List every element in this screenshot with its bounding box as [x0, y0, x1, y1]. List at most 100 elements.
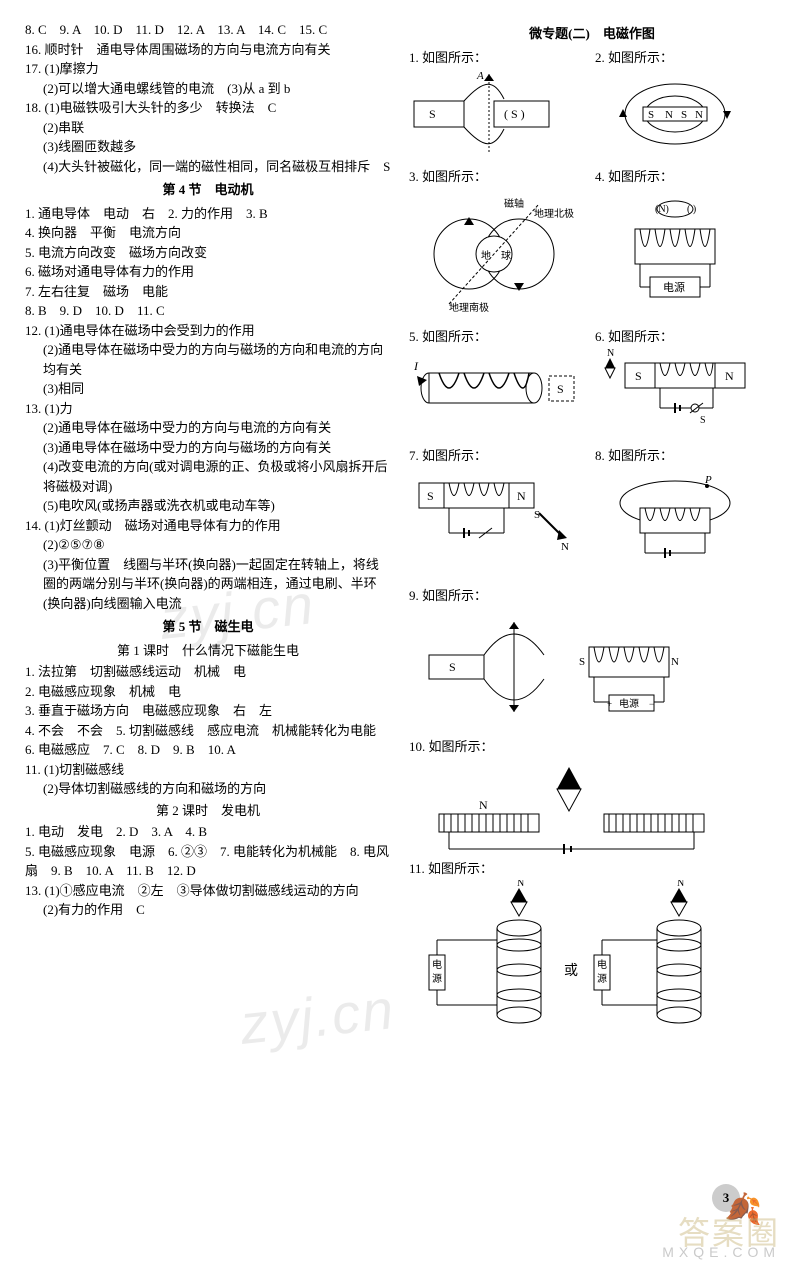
right-column: 微专题(二) 电磁作图 1. 如图所示： S ( S ) A 2. 如图所示：	[409, 20, 775, 1050]
q18-1: 18. (1)电磁铁吸引大头针的多少 转换法 C	[25, 98, 391, 118]
fig4: 4. 如图所示： (N) ( ) 电源	[595, 167, 775, 319]
fig8-svg: P	[595, 468, 755, 578]
svg-text:S: S	[635, 369, 642, 383]
s5-1: 1. 法拉第 切割磁感线运动 机械 电	[25, 662, 391, 682]
s5-3: 3. 垂直于磁场方向 电磁感应现象 右 左	[25, 701, 391, 721]
s4-12-3: (3)相同	[25, 379, 391, 399]
svg-text:地理北极: 地理北极	[534, 207, 574, 220]
svg-text:S: S	[427, 489, 434, 503]
section-5-sub1: 第 1 课时 什么情况下磁能生电	[25, 641, 391, 661]
fig3: 3. 如图所示： 地 球 磁轴 地理北极 地理南极	[409, 167, 589, 319]
fig2: 2. 如图所示： S N S N	[595, 48, 775, 160]
fig2-svg: S N S N	[595, 69, 755, 159]
q18-4: (4)大头针被磁化，同一端的磁性相同，同名磁极互相排斥 S	[25, 157, 391, 177]
fig11-label: 11. 如图所示：	[409, 859, 775, 879]
s5b-1: 1. 电动 发电 2. D 3. A 4. B	[25, 822, 391, 842]
svg-text:N: N	[561, 541, 569, 553]
svg-text:S: S	[681, 109, 687, 121]
s5-2: 2. 电磁感应现象 机械 电	[25, 682, 391, 702]
fig11: 11. 如图所示： N 电 源 或	[409, 859, 775, 1051]
fig10-label: 10. 如图所示：	[409, 737, 775, 757]
s4-14-2: (2)②⑤⑦⑧	[25, 535, 391, 555]
fig9-svg: S S N + 电源 −	[409, 607, 749, 737]
fig5-svg: I S	[409, 348, 579, 428]
svg-text:S: S	[429, 107, 436, 121]
s4-13-5: (5)电吹风(或扬声器或洗衣机或电动车等)	[25, 496, 391, 516]
s4-1: 1. 通电导体 电动 右 2. 力的作用 3. B	[25, 204, 391, 224]
s5b-13-1: 13. (1)①感应电流 ②左 ③导体做切割磁感线运动的方向	[25, 881, 391, 901]
left-column: 8. C 9. A 10. D 11. D 12. A 13. A 14. C …	[25, 20, 391, 1050]
svg-text:S: S	[700, 415, 706, 426]
s4-6: 6. 磁场对通电导体有力的作用	[25, 262, 391, 282]
svg-text:地 球: 地 球	[481, 249, 511, 262]
svg-text:A: A	[476, 70, 484, 82]
svg-text:( ): ( )	[687, 204, 696, 215]
topic-title: 微专题(二) 电磁作图	[409, 24, 775, 44]
svg-text:N: N	[517, 489, 526, 503]
s4-14-1: 14. (1)灯丝颤动 磁场对通电导体有力的作用	[25, 516, 391, 536]
fig5-label: 5. 如图所示：	[409, 327, 589, 347]
svg-text:P: P	[704, 474, 712, 486]
fig1-svg: S ( S ) A	[409, 69, 569, 159]
answers-line: 8. C 9. A 10. D 11. D 12. A 13. A 14. C …	[25, 20, 391, 40]
fig1: 1. 如图所示： S ( S ) A	[409, 48, 589, 160]
svg-text:I: I	[413, 359, 419, 373]
fig1-label: 1. 如图所示：	[409, 48, 589, 68]
s5-11-2: (2)导体切割磁感线的方向和磁场的方向	[25, 779, 391, 799]
s4-12-2: (2)通电导体在磁场中受力的方向与磁场的方向和电流的方向均有关	[25, 340, 391, 379]
fig8: 8. 如图所示： P	[595, 446, 775, 578]
svg-text:S: S	[534, 509, 540, 521]
s5-6: 6. 电磁感应 7. C 8. D 9. B 10. A	[25, 740, 391, 760]
fig8-label: 8. 如图所示：	[595, 446, 775, 466]
url-watermark: MXQE.COM	[662, 1242, 780, 1263]
fig2-label: 2. 如图所示：	[595, 48, 775, 68]
q17-2: (2)可以增大通电螺线管的电流 (3)从 a 到 b	[25, 79, 391, 99]
fig10: 10. 如图所示： N	[409, 737, 775, 859]
svg-text:N: N	[517, 880, 524, 889]
svg-text:N: N	[671, 656, 679, 668]
q18-3: (3)线圈匝数越多	[25, 137, 391, 157]
svg-text:(N): (N)	[655, 204, 669, 215]
section-5-title: 第 5 节 磁生电	[25, 617, 391, 637]
fig4-label: 4. 如图所示：	[595, 167, 775, 187]
svg-text:N: N	[607, 348, 614, 359]
s4-5: 5. 电流方向改变 磁场方向改变	[25, 243, 391, 263]
fig9: 9. 如图所示： S S N + 电源 −	[409, 586, 775, 738]
fig10-svg: N	[409, 759, 749, 859]
s4-13-3: (3)通电导体在磁场中受力的方向与磁场的方向有关	[25, 438, 391, 458]
s5-4: 4. 不会 不会 5. 切割磁感线 感应电流 机械能转化为电能	[25, 721, 391, 741]
fig11-svg: N 电 源 或 N	[409, 880, 749, 1050]
svg-text:N: N	[695, 109, 703, 121]
fig6: 6. 如图所示： N S N	[595, 327, 775, 439]
q17-1: 17. (1)摩擦力	[25, 59, 391, 79]
s4-7: 7. 左右往复 磁场 电能	[25, 282, 391, 302]
s4-14-3: (3)平衡位置 线圈与半环(换向器)一起固定在转轴上，将线圈的两端分别与半环(换…	[25, 555, 391, 614]
fig7: 7. 如图所示： S N S N	[409, 446, 589, 578]
s4-4: 4. 换向器 平衡 电流方向	[25, 223, 391, 243]
svg-text:−: −	[649, 699, 654, 709]
svg-text:N: N	[677, 880, 684, 889]
svg-text:电源: 电源	[663, 280, 685, 294]
svg-text:地理南极: 地理南极	[449, 301, 489, 314]
fig6-label: 6. 如图所示：	[595, 327, 775, 347]
q18-2: (2)串联	[25, 118, 391, 138]
svg-text:S: S	[449, 660, 456, 674]
svg-text:S: S	[557, 382, 564, 396]
fig3-svg: 地 球 磁轴 地理北极 地理南极	[409, 189, 579, 319]
svg-text:电: 电	[597, 958, 607, 971]
svg-text:( S ): ( S )	[504, 107, 525, 121]
fig5: 5. 如图所示： I S	[409, 327, 589, 439]
svg-text:源: 源	[432, 972, 442, 985]
svg-text:或: 或	[564, 963, 578, 979]
s4-13-2: (2)通电导体在磁场中受力的方向与电流的方向有关	[25, 418, 391, 438]
svg-text:+: +	[607, 699, 612, 709]
s5b-13-2: (2)有力的作用 C	[25, 900, 391, 920]
fig4-svg: (N) ( ) 电源	[595, 189, 755, 319]
fig7-label: 7. 如图所示：	[409, 446, 589, 466]
fig6-svg: N S N S	[595, 348, 755, 438]
s4-13-4: (4)改变电流的方向(或对调电源的正、负极或将小风扇拆开后将磁极对调)	[25, 457, 391, 496]
svg-text:磁轴: 磁轴	[504, 197, 524, 210]
s4-12-1: 12. (1)通电导体在磁场中会受到力的作用	[25, 321, 391, 341]
svg-text:N: N	[665, 109, 673, 121]
svg-text:S: S	[648, 109, 654, 121]
